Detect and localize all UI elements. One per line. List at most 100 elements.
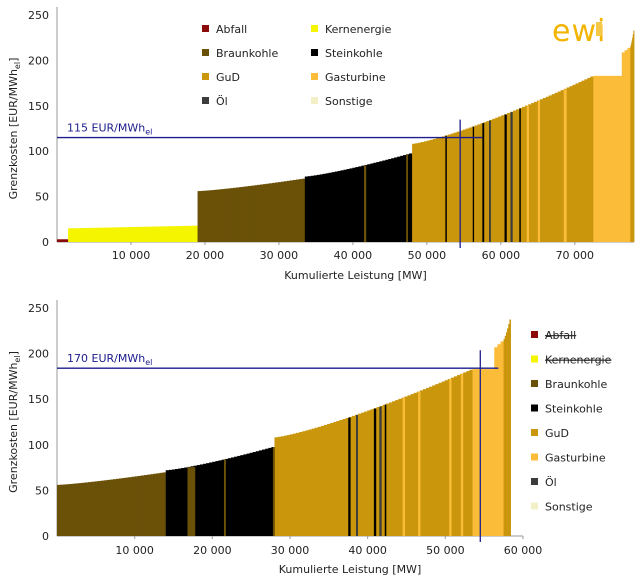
- bar-braunkohle-2-15: [242, 186, 246, 242]
- bar-gud-2-50: [429, 386, 433, 536]
- bar-gasturbine-5-11: [624, 50, 628, 242]
- bar-gud-4-27: [492, 118, 496, 242]
- bar-braunkohle-0-23: [128, 477, 132, 536]
- bar-stripe-steinkohle-5: [373, 408, 377, 536]
- bar-abfall-0-1: [58, 239, 62, 242]
- bar-gud-4-25: [486, 121, 490, 242]
- bar-gud-4-30: [501, 115, 505, 242]
- bar-gud-2-44: [410, 394, 415, 536]
- x-tick-label: 10 000: [112, 249, 151, 262]
- bar-steinkohle-3-27: [385, 159, 389, 242]
- bar-steinkohle-1-6: [184, 467, 188, 536]
- bar-gud-2-36: [385, 403, 390, 536]
- bar-gasturbine-3-5: [488, 369, 492, 536]
- bar-stripe-steinkohle-7: [519, 108, 521, 242]
- bar-steinkohle-3-12: [340, 170, 344, 242]
- y-tick-label: 50: [35, 191, 49, 204]
- bar-gud-4-39: [527, 104, 532, 242]
- bar-gud-4-6: [429, 139, 434, 242]
- bar-gud-2-39: [395, 400, 399, 536]
- bar-gud-6-3: [632, 37, 634, 242]
- x-tick-label: 70 000: [556, 249, 595, 262]
- bar-braunkohle-2-18: [251, 185, 255, 242]
- bar-braunkohle-0-27: [140, 475, 145, 536]
- x-tick-label: 10 000: [115, 544, 154, 557]
- bar-braunkohle-2-28: [280, 181, 285, 242]
- bar-steinkohle-1-29: [255, 451, 260, 536]
- bar-kernenergie-1-38: [179, 226, 184, 242]
- bar-kernenergie-1-31: [159, 226, 163, 242]
- bar-steinkohle-3-31: [397, 156, 401, 242]
- bar-gud-2-55: [444, 380, 449, 536]
- bar-kernenergie-1-42: [191, 225, 196, 242]
- bar-braunkohle-2-2: [203, 190, 207, 242]
- bar-braunkohle-0-28: [143, 475, 148, 536]
- legend-label-braunkohle: Braunkohle: [216, 47, 278, 60]
- bar-kernenergie-1-16: [115, 227, 119, 242]
- bar-gud-2-47: [419, 390, 424, 536]
- bar-gud-2-12: [311, 428, 316, 536]
- bar-gud-2-33: [376, 407, 381, 536]
- y-tick-label: 250: [28, 302, 49, 315]
- bar-gud-2-43: [407, 395, 412, 536]
- bar-kernenergie-1-28: [150, 226, 154, 242]
- bar-gud-4-5: [509, 319, 511, 536]
- bar-gud-4-45: [545, 96, 550, 242]
- bar-braunkohle-2-3: [206, 190, 210, 242]
- bar-gud-2-22: [342, 418, 347, 536]
- bar-gud-4-3: [420, 142, 425, 242]
- bar-braunkohle-0-6: [75, 483, 80, 536]
- bar-braunkohle-2-33: [295, 179, 300, 242]
- bar-gud-4-46: [548, 95, 553, 243]
- bar-gud-4-34: [513, 110, 517, 242]
- bar-steinkohle-3-10: [334, 171, 338, 242]
- bar-gud-4-21: [474, 125, 478, 242]
- bar-braunkohle-2-10: [227, 188, 231, 242]
- bar-gud-2-37: [388, 402, 393, 536]
- bar-gud-4-1: [415, 143, 419, 242]
- bar-kernenergie-1-14: [109, 227, 113, 242]
- bar-braunkohle-2-7: [218, 189, 222, 242]
- bar-steinkohle-1-0: [165, 470, 170, 536]
- bar-braunkohle-2-13: [236, 187, 240, 242]
- bar-steinkohle-1-1: [168, 469, 173, 536]
- bar-braunkohle-0-8: [81, 482, 86, 536]
- bar-gasturbine-5-0: [593, 75, 597, 242]
- bar-gud-4-47: [551, 94, 556, 243]
- bar-steinkohle-3-1: [307, 176, 312, 242]
- bar-stripe-oel-4: [356, 414, 358, 536]
- bar-gud-4-22: [477, 124, 481, 242]
- bar-steinkohle-3-23: [373, 162, 377, 242]
- bar-kernenergie-1-10: [97, 227, 101, 242]
- y-tick-label: 200: [28, 54, 49, 67]
- bar-steinkohle-3-19: [361, 165, 365, 242]
- legend-swatch-braunkohle: [531, 380, 538, 387]
- legend: Abfall Kernenergie Braunkohle Steinkohle GuD…: [531, 329, 612, 514]
- bar-stripe-braunkohle-0: [187, 467, 196, 536]
- bar-kernenergie-1-0: [68, 228, 72, 242]
- bar-braunkohle-0-16: [106, 479, 111, 536]
- bar-kernenergie-1-17: [118, 227, 122, 242]
- bar-steinkohle-1-23: [237, 455, 241, 536]
- bar-stripe-gasturbine-9: [537, 100, 541, 242]
- legend-label-abfall: Abfall: [545, 329, 576, 342]
- bar-abfall-0-4: [64, 239, 67, 242]
- bar-braunkohle-0-33: [159, 472, 164, 536]
- bar-kernenergie-1-34: [168, 226, 172, 242]
- price-annotation: 170 EUR/MWhel: [67, 352, 152, 367]
- bar-braunkohle-0-31: [153, 473, 157, 536]
- bar-gud-4-43: [539, 99, 544, 242]
- bar-gud-2-54: [441, 381, 446, 536]
- bar-gud-4-60: [590, 76, 594, 242]
- bar-stripe-gasturbine-8: [526, 105, 529, 242]
- legend-swatch-braunkohle: [202, 49, 209, 56]
- bar-gud-2-18: [330, 423, 334, 536]
- bar-gud-6-0: [630, 45, 632, 242]
- bar-gud-4-17: [462, 129, 466, 242]
- bar-gud-2-0: [274, 437, 278, 536]
- bar-stripe-steinkohle-5: [504, 114, 507, 242]
- legend-swatch-oel: [202, 97, 209, 104]
- bar-gud-4-10: [441, 136, 446, 242]
- bar-braunkohle-0-20: [119, 478, 123, 536]
- x-tick-label: 40 000: [348, 544, 387, 557]
